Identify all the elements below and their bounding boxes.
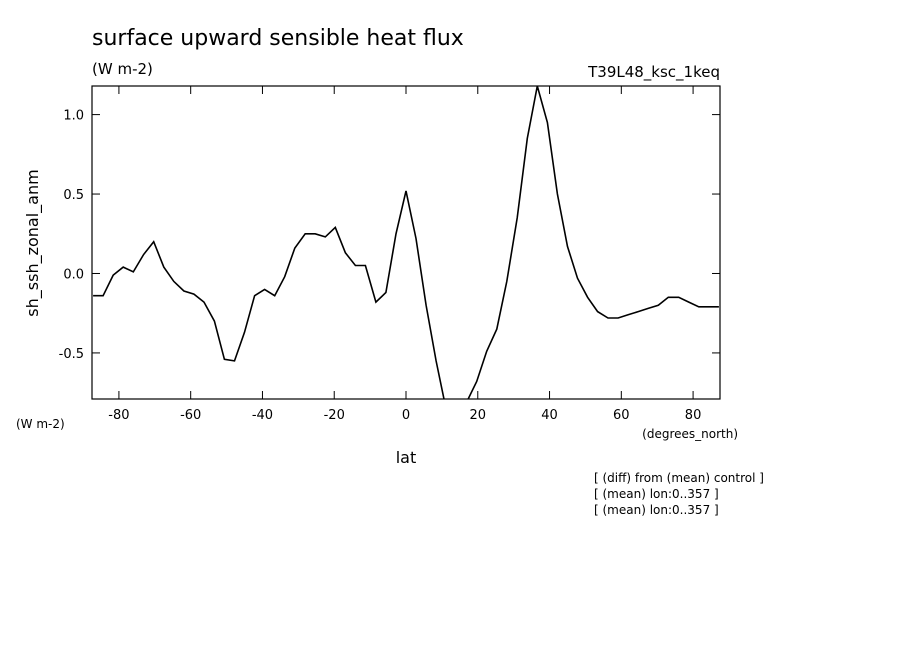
x-tick-label: 60 <box>613 408 630 423</box>
y-tick-label: 0.5 <box>63 188 84 203</box>
chart-units: (W m-2) <box>92 60 153 78</box>
y-tick-label: 1.0 <box>63 109 84 124</box>
x-tick-label: 20 <box>469 408 486 423</box>
series-line <box>93 86 719 399</box>
x-tick-label: 80 <box>685 408 702 423</box>
y-axis: -0.5 0.0 0.5 1.0 <box>59 109 720 362</box>
plot-area: -80 -60 -40 -20 0 20 40 60 80 -0.5 0.0 0.5 1.0 <box>59 85 721 423</box>
note-line-3: [ (mean) lon:0..357 ] <box>594 503 719 517</box>
x-tick-label: -40 <box>252 408 273 423</box>
x-axis-units: (degrees_north) <box>642 427 738 441</box>
plot-frame <box>91 85 721 400</box>
y-tick-label: 0.0 <box>63 267 84 282</box>
y-tick-label: -0.5 <box>59 347 84 362</box>
x-tick-label: -80 <box>108 408 129 423</box>
x-tick-label: 0 <box>402 408 410 423</box>
note-line-2: [ (mean) lon:0..357 ] <box>594 487 719 501</box>
x-tick-label: 40 <box>541 408 558 423</box>
note-line-1: [ (diff) from (mean) control ] <box>594 471 764 485</box>
x-tick-label: -60 <box>180 408 201 423</box>
x-tick-label: -20 <box>324 408 345 423</box>
experiment-label: T39L48_ksc_1keq <box>587 63 720 82</box>
y-axis-units: (W m-2) <box>16 417 65 431</box>
x-axis: -80 -60 -40 -20 0 20 40 60 80 <box>108 86 701 423</box>
y-axis-label: sh_ssh_zonal_anm <box>23 169 43 316</box>
chart-title: surface upward sensible heat flux <box>92 26 464 51</box>
x-axis-label: lat <box>396 448 417 467</box>
